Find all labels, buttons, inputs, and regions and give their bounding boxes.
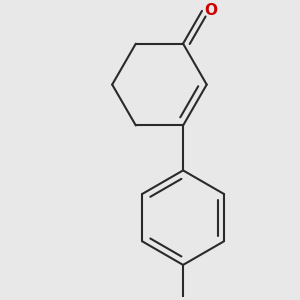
- Text: O: O: [204, 3, 217, 18]
